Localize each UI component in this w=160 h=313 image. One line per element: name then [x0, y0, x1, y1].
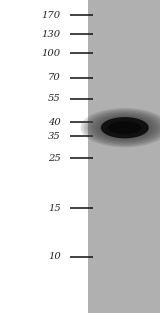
- Ellipse shape: [108, 121, 142, 134]
- Text: 35: 35: [48, 132, 61, 141]
- Bar: [88, 0, 160, 313]
- Ellipse shape: [101, 117, 149, 138]
- Text: 25: 25: [48, 154, 61, 162]
- Text: 15: 15: [48, 204, 61, 213]
- Ellipse shape: [92, 113, 157, 142]
- Ellipse shape: [81, 108, 160, 147]
- Ellipse shape: [98, 116, 152, 140]
- Text: 100: 100: [42, 49, 61, 58]
- Ellipse shape: [86, 111, 160, 145]
- Ellipse shape: [95, 115, 155, 141]
- Ellipse shape: [89, 112, 160, 143]
- Text: 170: 170: [42, 11, 61, 19]
- Text: 130: 130: [42, 30, 61, 39]
- Ellipse shape: [84, 110, 160, 146]
- Text: 70: 70: [48, 73, 61, 82]
- Text: 40: 40: [48, 118, 61, 126]
- Text: 55: 55: [48, 94, 61, 103]
- Text: 10: 10: [48, 252, 61, 261]
